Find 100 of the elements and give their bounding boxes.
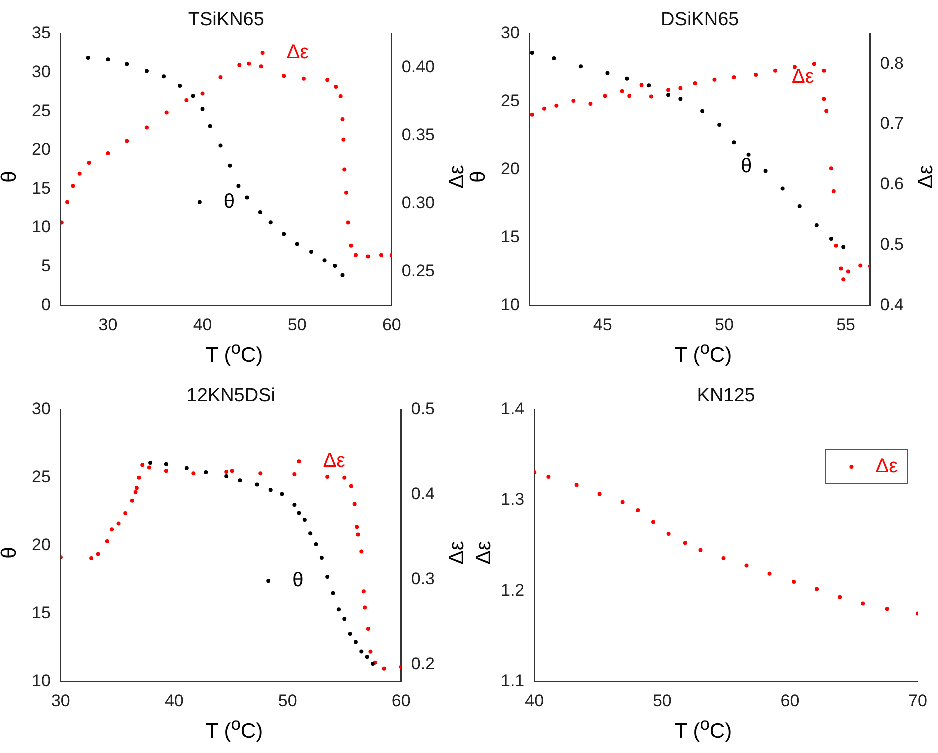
- y-tick-label: 25: [32, 101, 51, 120]
- point: [200, 92, 205, 96]
- point: [885, 607, 890, 612]
- y2-tick-label: 0.7: [880, 114, 904, 134]
- point: [86, 56, 90, 60]
- y-tick-label: 25: [32, 468, 51, 487]
- point: [666, 532, 671, 536]
- x-tick-label: 40: [193, 315, 212, 334]
- point: [698, 548, 703, 552]
- point: [832, 190, 836, 194]
- point: [360, 650, 364, 654]
- point: [268, 220, 273, 225]
- x-axis-title: T ($^{o}$C): [674, 714, 734, 744]
- point: [366, 626, 370, 631]
- point: [236, 184, 241, 188]
- point: [530, 51, 534, 56]
- x-tick-label: 50: [288, 315, 307, 334]
- x-tick-label: 60: [382, 315, 402, 334]
- y-axis-title: θ: [466, 171, 491, 183]
- point: [178, 84, 182, 88]
- chart-title: DSiKN65: [661, 10, 740, 31]
- point: [147, 466, 152, 470]
- point: [342, 476, 347, 480]
- point: [144, 69, 149, 74]
- point: [346, 220, 350, 225]
- y-tick-label: 20: [32, 535, 51, 554]
- point: [106, 58, 110, 62]
- point: [200, 107, 205, 112]
- point: [247, 62, 252, 66]
- point: [858, 264, 863, 268]
- point: [355, 525, 360, 530]
- y-axis-title: θ: [0, 171, 22, 183]
- y-axis-title: Δε: [472, 541, 497, 565]
- point: [352, 502, 357, 506]
- point: [130, 498, 134, 503]
- point: [342, 138, 346, 142]
- point: [722, 556, 726, 560]
- point: [137, 476, 142, 480]
- point: [666, 88, 671, 92]
- point: [636, 508, 640, 512]
- point: [164, 462, 168, 466]
- y2-tick-label: 0.6: [880, 174, 904, 194]
- point: [356, 532, 360, 537]
- point: [340, 273, 345, 278]
- x-tick-label: 40: [525, 691, 544, 710]
- point: [258, 210, 262, 214]
- point: [382, 666, 386, 671]
- point: [700, 109, 705, 114]
- point: [87, 161, 92, 166]
- point: [314, 542, 318, 546]
- point: [148, 460, 153, 465]
- y-tick-label: 1.4: [500, 400, 525, 419]
- point: [90, 556, 94, 561]
- point: [310, 250, 314, 254]
- point: [326, 78, 330, 82]
- point: [578, 64, 583, 69]
- chart-title: 12KN5DSi: [186, 386, 276, 407]
- point: [245, 196, 250, 200]
- chart-title: KN125: [697, 386, 756, 407]
- point: [746, 152, 751, 157]
- point: [718, 122, 722, 127]
- y2-tick-label: 0.2: [411, 654, 436, 674]
- point: [60, 220, 64, 225]
- x-axis-title: T ($^{o}$C): [674, 338, 734, 368]
- point: [678, 97, 683, 102]
- legend-label: Δε: [286, 42, 310, 64]
- point: [360, 550, 364, 554]
- y-tick-label: 30: [32, 400, 51, 419]
- legend-label: Δε: [876, 456, 898, 478]
- point: [650, 94, 654, 99]
- y-tick-label: 25: [500, 92, 520, 111]
- y2-tick-label: 0.4: [411, 484, 436, 504]
- point: [162, 74, 166, 79]
- series-label: θ: [740, 156, 752, 178]
- y-tick-label: 15: [32, 178, 51, 198]
- point: [640, 83, 644, 88]
- point: [349, 244, 354, 248]
- point: [368, 650, 373, 654]
- point: [344, 190, 349, 195]
- y-tick-label: 1.3: [500, 490, 525, 510]
- point: [125, 139, 130, 144]
- point: [842, 245, 846, 250]
- point: [792, 580, 796, 584]
- point: [204, 470, 208, 474]
- point: [78, 172, 82, 176]
- point: [224, 474, 229, 479]
- point: [238, 478, 242, 483]
- y-tick-label: 1.2: [500, 580, 525, 600]
- point: [280, 492, 284, 496]
- point: [320, 556, 324, 560]
- point: [124, 512, 128, 516]
- point: [349, 484, 354, 488]
- x-tick-label: 50: [278, 691, 298, 710]
- point: [780, 186, 785, 191]
- point: [370, 662, 375, 666]
- point: [839, 266, 844, 271]
- point: [546, 474, 551, 479]
- point: [184, 98, 189, 103]
- chart-title: TSiKN65: [188, 10, 264, 31]
- point: [354, 640, 358, 644]
